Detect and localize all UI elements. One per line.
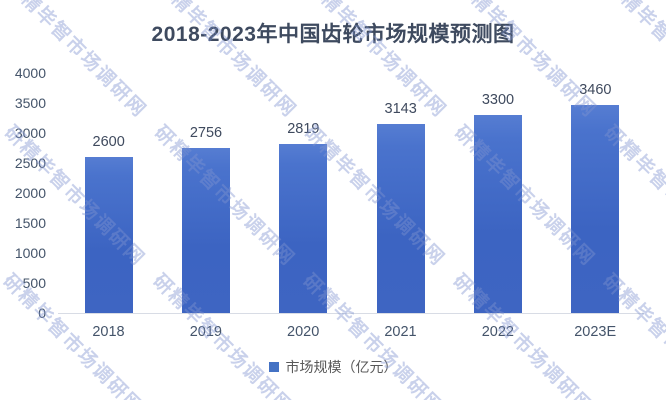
legend: 市场规模（亿元） bbox=[0, 357, 666, 377]
value-label-2021: 3143 bbox=[384, 101, 417, 118]
value-label-2022: 3300 bbox=[481, 92, 515, 108]
x-axis-line bbox=[58, 313, 644, 314]
y-axis-tick-label: 1000 bbox=[14, 245, 46, 261]
value-label-2018: 2600 bbox=[92, 134, 125, 150]
value-label-2019: 2756 bbox=[189, 124, 223, 141]
y-axis-tick-label: 3500 bbox=[14, 95, 46, 111]
y-axis-tick-label: 2000 bbox=[14, 185, 46, 201]
legend-series-label: 市场规模（亿元） bbox=[285, 359, 398, 375]
chart-title: 2018-2023年中国齿轮市场规模预测图 bbox=[151, 23, 515, 46]
bar-2020 bbox=[279, 143, 328, 313]
bar-2022 bbox=[474, 115, 522, 313]
y-axis-tick-label: 500 bbox=[22, 275, 46, 291]
bar-2021 bbox=[376, 124, 425, 313]
y-axis-tick-label: 3000 bbox=[14, 125, 46, 141]
y-axis-tick-label: 0 bbox=[38, 305, 46, 321]
value-label-2020: 2819 bbox=[287, 120, 320, 137]
x-axis-label-2021: 2021 bbox=[384, 324, 417, 340]
x-axis-label-2020: 2020 bbox=[287, 324, 320, 340]
x-axis-label-2019: 2019 bbox=[189, 324, 222, 340]
x-axis-label-2018: 2018 bbox=[92, 324, 125, 340]
bar-2019 bbox=[182, 147, 230, 313]
x-axis-label-2022: 2022 bbox=[481, 324, 514, 340]
y-axis-tick-label: 4000 bbox=[14, 65, 46, 81]
x-axis-label-2023E: 2023E bbox=[574, 324, 617, 340]
plot-area: 2600 2018 2756 2019 2819 2020 3143 2021 3300 2022… bbox=[60, 73, 644, 340]
y-axis-tick-label: 1500 bbox=[14, 215, 46, 231]
bar-2023E bbox=[571, 105, 620, 313]
bar-2018 bbox=[84, 157, 133, 313]
y-axis-tick-label: 2500 bbox=[14, 155, 46, 171]
value-label-2023E: 3460 bbox=[579, 82, 612, 99]
legend-marker-square-icon bbox=[268, 362, 279, 372]
